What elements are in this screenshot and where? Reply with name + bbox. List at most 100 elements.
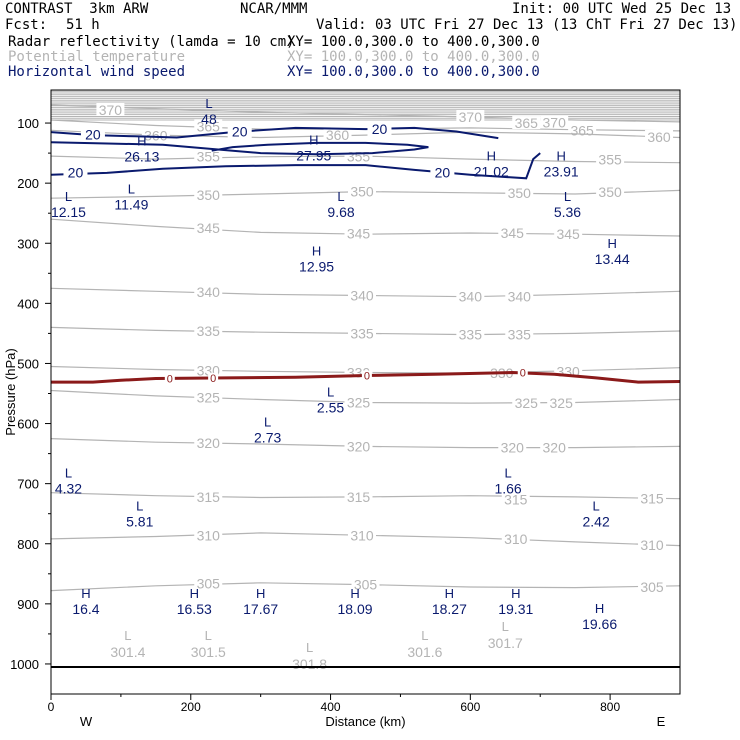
x-tick-label: 800 <box>600 700 620 714</box>
y-axis-title: Pressure (hPa) <box>3 348 18 435</box>
wind-extremum-value: 9.68 <box>327 204 354 220</box>
zero-contour-label: 0 <box>364 370 370 382</box>
wind-contour-20 <box>51 141 429 156</box>
zero-contour-label: 0 <box>167 373 173 385</box>
theta-contour-label: 315 <box>640 491 664 507</box>
wind-extremum-value: 26.13 <box>124 148 159 164</box>
field-name-reflectivity: Radar reflectivity (lamda = 10 cm) <box>8 34 295 50</box>
theta-contour-label: 345 <box>197 220 221 236</box>
theta-label-bg <box>512 396 541 410</box>
theta-label-bg <box>194 119 223 133</box>
wind-extremum-marker: L <box>504 466 511 481</box>
theta-label-bg <box>540 115 569 129</box>
wind-extremum-marker: L <box>205 96 212 111</box>
wind-contour-20 <box>51 152 541 180</box>
theta-contour-label: 340 <box>197 284 221 300</box>
theta-contour-label: 340 <box>459 289 483 305</box>
theta-contour-label: 355 <box>598 152 622 168</box>
wind-extremum-marker: H <box>190 586 199 601</box>
theta-contour-label: 310 <box>504 531 528 547</box>
field-xy-theta: XY= 100.0,300.0 to 400.0,300.0 <box>287 49 540 65</box>
wind-contour-label: 20 <box>85 126 101 142</box>
wind-extremum-value: 2.42 <box>583 514 610 530</box>
theta-contour-label: 305 <box>640 579 664 595</box>
wind-extremum-marker: H <box>556 148 565 163</box>
wind-label-bg <box>63 165 88 180</box>
theta-label-bg <box>194 528 223 542</box>
wind-extremum-marker: L <box>337 189 344 204</box>
theta-contour-label: 320 <box>501 440 525 456</box>
theta-label-bg <box>638 580 667 594</box>
theta-label-bg <box>348 326 377 340</box>
theta-contour-label: 350 <box>197 187 221 203</box>
zero-contour-label: 0 <box>210 373 216 385</box>
theta-label-bg <box>348 288 377 302</box>
wind-extremum-marker: H <box>608 236 617 251</box>
theta-contour-label: 355 <box>197 149 221 165</box>
wind-extremum-value: 16.53 <box>177 601 212 617</box>
theta-contour-label: 315 <box>197 489 221 505</box>
theta-contour-label: 350 <box>598 184 622 200</box>
theta-label-bg <box>501 531 530 545</box>
wind-extremum-marker: H <box>445 586 454 601</box>
theta-label-bg <box>194 221 223 235</box>
theta-contour-label: 345 <box>501 225 525 241</box>
wind-extremum-value: 27.95 <box>296 148 331 164</box>
wind-contour-20 <box>51 126 499 140</box>
theta-contour-label: 370 <box>99 102 123 118</box>
wind-extremum-value: 19.66 <box>582 616 617 632</box>
theta-label-bg <box>456 327 485 341</box>
theta-extremum-value: 301.6 <box>407 644 442 660</box>
y-tick-label: 400 <box>17 296 39 311</box>
theta-label-bg <box>638 491 667 505</box>
x-axis-title: Distance (km) <box>325 714 405 729</box>
x-tick-label: 0 <box>48 700 55 714</box>
theta-contour-label: 310 <box>197 527 221 543</box>
theta-contour-label: 320 <box>197 435 221 451</box>
wind-label-bg <box>227 124 252 139</box>
theta-label-bg <box>194 390 223 404</box>
y-tick-label: 900 <box>17 597 39 612</box>
wind-extremum-value: 16.4 <box>72 601 99 617</box>
theta-label-bg <box>344 439 373 453</box>
theta-contour-label: 335 <box>350 325 374 341</box>
field-xy-wind: XY= 100.0,300.0 to 400.0,300.0 <box>287 64 540 80</box>
x-tick-label: 200 <box>181 700 201 714</box>
theta-contour-label: 365 <box>197 119 221 135</box>
y-tick-label: 1000 <box>10 657 39 672</box>
field-name-wind: Horizontal wind speed <box>8 64 186 80</box>
theta-contour-370 <box>51 104 680 123</box>
theta-label-bg <box>596 152 625 166</box>
theta-label-bg <box>638 537 667 551</box>
theta-contour-label: 355 <box>347 149 371 165</box>
theta-label-bg <box>344 395 373 409</box>
wind-extremum-value: 1.66 <box>494 481 521 497</box>
theta-extremum-value: 301.8 <box>292 656 327 672</box>
wind-extremum-value: 17.67 <box>243 601 278 617</box>
wind-extremum-value: 4.32 <box>55 481 82 497</box>
wind-extremum-value: 12.95 <box>299 258 334 274</box>
theta-contour-label: 365 <box>570 122 594 138</box>
theta-contour-label: 360 <box>144 128 168 144</box>
theta-extremum-marker: L <box>205 628 212 643</box>
wind-extremum-marker: H <box>309 133 318 148</box>
wind-label-bg <box>80 127 105 142</box>
theta-label-bg <box>323 128 352 142</box>
zero-label-bg <box>517 367 528 378</box>
wind-extremum-value: 21.02 <box>474 163 509 179</box>
wind-extremum-marker: H <box>350 586 359 601</box>
wind-extremum-value: 2.73 <box>254 430 281 446</box>
wind-extremum-value: 18.09 <box>337 601 372 617</box>
theta-contour-label: 335 <box>459 327 483 343</box>
wind-extremum-marker: H <box>256 586 265 601</box>
wind-extremum-marker: H <box>487 148 496 163</box>
theta-label-bg <box>344 489 373 503</box>
plot-frame <box>50 89 681 695</box>
theta-contour-label: 325 <box>197 390 221 406</box>
x-axis-west-label: W <box>80 714 93 729</box>
wind-extremum-marker: H <box>511 586 520 601</box>
wind-extremum-value: 48 <box>201 111 217 127</box>
